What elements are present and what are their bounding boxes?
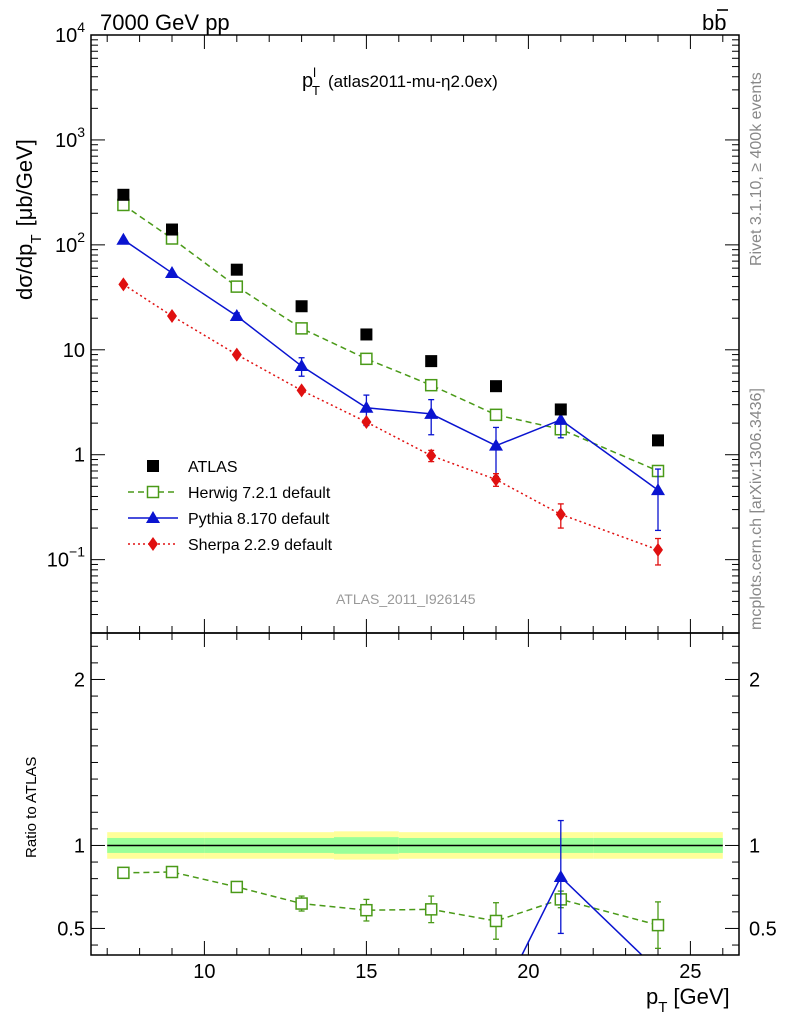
legend-label-atlas: ATLAS: [188, 459, 238, 476]
main-series-group: [116, 188, 665, 566]
legend: ATLAS Herwig 7.2.1 default Pythia 8.170 de…: [128, 459, 333, 554]
herwig-point-0: [117, 198, 130, 212]
ratio-herwig-point-5: [424, 903, 438, 916]
atlas-point-5: [425, 355, 438, 368]
ratio-herwig-point-2: [230, 880, 244, 894]
ratio-herwig-point-4: [360, 903, 373, 917]
pythia-point-1: [165, 265, 179, 278]
sherpa-point-1: [167, 308, 177, 323]
panel-title: pl T (atlas2011-mu-η2.0ex): [302, 65, 498, 98]
x-tick-label-0: 10: [193, 961, 215, 983]
main-y-tick-label-5: 10−1: [47, 544, 85, 572]
ratio-herwig-point-1: [165, 865, 179, 879]
atlas-point-8: [652, 434, 664, 447]
main-y-axis-label: dσ/dpT[μb/GeV]: [12, 139, 45, 300]
ratio-y-tick-label-right-2: 2: [749, 669, 760, 691]
legend-marker-atlas: [147, 460, 159, 472]
main-y-tick-label-3: 10: [63, 340, 85, 362]
header-energy-label: 7000 GeV pp: [100, 10, 230, 35]
sherpa-point-2: [231, 347, 242, 362]
atlas-point-7: [554, 403, 567, 416]
ratio-panel: 0.5 0.5 1 1 2 2 10 15 20 25 Ratio to ATLAS pT [Ge…: [23, 632, 777, 1016]
sherpa-point-4: [361, 415, 372, 430]
sherpa-point-6: [491, 472, 501, 487]
pythia-point-8: [651, 483, 665, 496]
x-axis-label: pT [GeV]: [646, 984, 730, 1016]
sherpa-point-8: [653, 542, 663, 557]
ratio-pythia-point-1: [553, 869, 568, 882]
ratio-x-ticks: 10 15 20 25: [106, 633, 724, 983]
legend-label-sherpa: Sherpa 2.2.9 default: [188, 537, 333, 554]
main-y-tick-label-1: 103: [55, 124, 85, 152]
sherpa-point-3: [296, 383, 307, 398]
legend-label-pythia: Pythia 8.170 default: [188, 511, 330, 528]
ratio-series-group: [117, 819, 665, 956]
legend-marker-pythia: [146, 511, 160, 523]
ratio-y-axis-label: Ratio to ATLAS: [23, 757, 40, 858]
herwig-point-6: [489, 408, 503, 422]
ratio-y-tick-label-right-1: 1: [749, 835, 760, 857]
ratio-y-tick-label-left-0: 0.5: [57, 918, 85, 940]
sherpa-point-7: [555, 507, 566, 522]
analysis-watermark: ATLAS_2011_I926145: [336, 591, 476, 607]
ratio-y-tick-label-right-0: 0.5: [749, 918, 777, 940]
mcplots-label: mcplots.cern.ch [arXiv:1306.3436]: [748, 388, 765, 630]
ratio-y-tick-label-left-2: 2: [74, 669, 85, 691]
header-process-label: bb: [702, 10, 727, 35]
main-y-tick-label-4: 1: [74, 445, 85, 467]
legend-marker-sherpa: [148, 537, 158, 551]
herwig-point-2: [230, 280, 244, 293]
legend-marker-herwig: [146, 485, 160, 499]
ratio-herwig-line: [123, 871, 659, 926]
x-tick-label-3: 25: [679, 961, 701, 983]
rivet-version-label: Rivet 3.1.10, ≥ 400k events: [748, 72, 765, 266]
legend-label-herwig: Herwig 7.2.1 default: [188, 485, 331, 502]
herwig-point-5: [424, 378, 438, 392]
atlas-point-0: [117, 188, 130, 201]
sherpa-point-0: [118, 277, 129, 292]
main-x-ticks: [106, 35, 724, 633]
ratio-y-tick-label-left-1: 1: [74, 835, 85, 857]
atlas-point-6: [490, 380, 502, 393]
atlas-point-1: [166, 223, 178, 236]
pythia-point-5: [424, 406, 439, 419]
x-tick-label-2: 20: [517, 961, 539, 983]
atlas-point-2: [230, 263, 243, 276]
herwig-point-4: [360, 352, 373, 366]
ratio-herwig-point-6: [489, 914, 503, 928]
herwig-point-3: [295, 322, 308, 335]
atlas-point-3: [295, 300, 308, 313]
atlas-point-4: [360, 328, 373, 341]
ratio-herwig-point-3: [295, 897, 308, 910]
pythia-point-2: [229, 308, 244, 321]
sherpa-line: [122, 283, 659, 551]
herwig-line: [122, 204, 659, 472]
pythia-point-0: [116, 232, 131, 245]
sherpa-point-5: [426, 448, 437, 463]
main-y-tick-label-0: 104: [55, 19, 85, 47]
x-tick-label-1: 15: [355, 961, 377, 983]
pythia-point-7: [553, 412, 568, 425]
ratio-y-ticks: 0.5 0.5 1 1 2 2: [57, 645, 777, 946]
ratio-frame: [90, 632, 740, 956]
ratio-herwig-point-0: [117, 866, 130, 880]
pythia-point-6: [489, 438, 503, 451]
pythia-point-4: [359, 400, 374, 413]
ratio-herwig-point-8: [651, 918, 665, 932]
pythia-line: [122, 239, 659, 491]
pythia-point-3: [294, 359, 309, 372]
main-y-tick-label-2: 102: [55, 229, 85, 257]
